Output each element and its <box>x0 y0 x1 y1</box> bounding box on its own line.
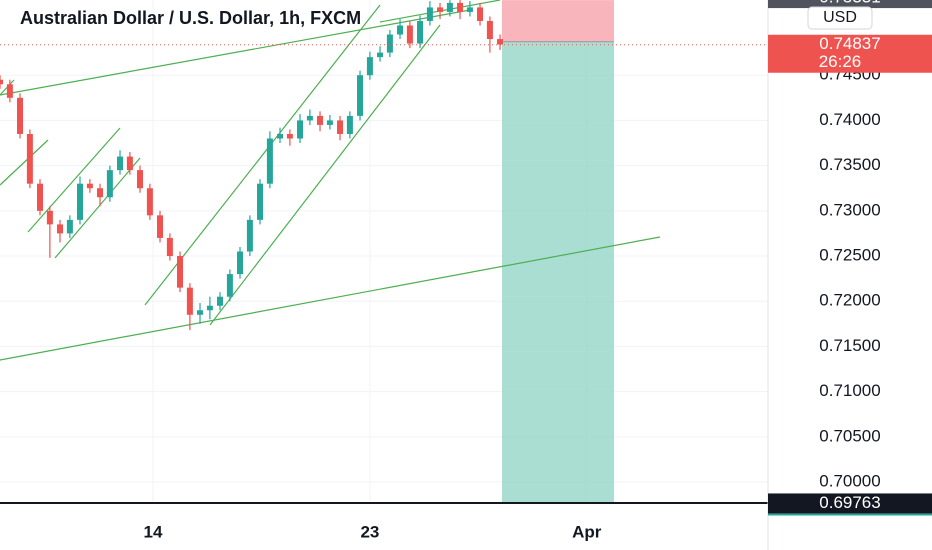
candle-body <box>166 237 173 257</box>
trend-line <box>144 4 381 306</box>
trend-line <box>0 9 471 96</box>
candle-body <box>197 310 204 315</box>
candle-body <box>57 224 64 234</box>
candle-body <box>477 7 484 21</box>
y-tick-label: 0.70000 <box>819 472 880 491</box>
stop-price-label: 0.75331 <box>819 0 880 7</box>
candle-body <box>177 256 184 288</box>
candle-body <box>297 120 304 139</box>
candle-body <box>497 39 504 45</box>
candle-body <box>486 20 493 40</box>
candle-body <box>386 34 393 53</box>
axes: 0.70000 0.70500 0.71000 0.71500 0.72000 0.725… <box>144 65 881 542</box>
candle-body <box>417 20 424 44</box>
trend-line <box>0 236 661 361</box>
candle-body <box>77 183 84 220</box>
candle-body <box>106 170 113 198</box>
candle-body <box>0 79 3 85</box>
candle-body <box>6 84 13 98</box>
candle-body <box>37 183 44 211</box>
candle-body <box>117 156 124 171</box>
candle-body <box>26 133 33 184</box>
trend-line <box>27 127 121 233</box>
candle-body <box>97 188 104 198</box>
candle-body <box>206 305 213 311</box>
chart-title: Australian Dollar / U.S. Dollar, 1h, FXC… <box>20 8 361 28</box>
candle-body <box>306 115 313 121</box>
stop-zone <box>501 0 615 42</box>
candle-body <box>466 7 473 12</box>
candle-body <box>337 120 344 134</box>
y-tick-label: 0.70500 <box>819 426 880 445</box>
candle-body <box>126 156 133 171</box>
candle-body <box>86 183 93 189</box>
countdown-label: 26:26 <box>819 52 862 71</box>
candle-body <box>46 210 53 225</box>
y-tick-label: 0.71000 <box>819 381 880 400</box>
candle-body <box>66 219 73 234</box>
candle-body <box>406 25 413 44</box>
candle-body <box>186 287 193 315</box>
y-tick-label: 0.72500 <box>819 246 880 265</box>
position-tool[interactable] <box>501 0 615 504</box>
x-tick-label: Apr <box>572 522 602 541</box>
candle-body <box>357 75 364 116</box>
candle-body <box>226 274 233 297</box>
y-tick-label: 0.73500 <box>819 155 880 174</box>
stop-price-box <box>768 0 932 9</box>
last-price-box <box>768 34 932 73</box>
y-tick-label: 0.72000 <box>819 291 880 310</box>
candle-body <box>266 138 273 184</box>
candle-body <box>377 52 384 58</box>
candle-body <box>277 133 284 139</box>
candles <box>0 0 504 331</box>
candle-body <box>457 2 464 12</box>
candle-body <box>237 251 244 275</box>
x-tick-label: 23 <box>360 522 379 541</box>
target-zone <box>501 41 615 504</box>
target-price-box <box>768 493 932 514</box>
currency-box <box>807 6 873 30</box>
trend-line <box>54 157 141 259</box>
candle-body <box>326 120 333 125</box>
candle-body <box>346 115 353 134</box>
candle-body <box>437 7 444 12</box>
candle-body <box>397 25 404 35</box>
candle-body <box>217 296 224 306</box>
trend-line <box>0 139 49 186</box>
candle-body <box>366 57 373 76</box>
target-price-label: 0.69763 <box>819 493 880 512</box>
last-price-label: 0.74837 <box>819 34 880 53</box>
candle-body <box>137 170 144 189</box>
candle-body <box>246 219 253 252</box>
y-tick-label: 0.73000 <box>819 200 880 219</box>
candle-body <box>446 2 453 12</box>
candle-body <box>426 7 433 21</box>
candle-body <box>17 97 24 134</box>
trend-line <box>209 24 441 326</box>
y-tick-label: 0.71500 <box>819 336 880 355</box>
candle-body <box>257 183 264 220</box>
x-tick-label: 14 <box>144 522 163 541</box>
candle-body <box>317 115 324 125</box>
candle-body <box>146 188 153 216</box>
candle-body <box>286 133 293 139</box>
candle-body <box>157 215 164 238</box>
y-tick-label: 0.74000 <box>819 110 880 129</box>
currency-label: USD <box>823 9 857 26</box>
